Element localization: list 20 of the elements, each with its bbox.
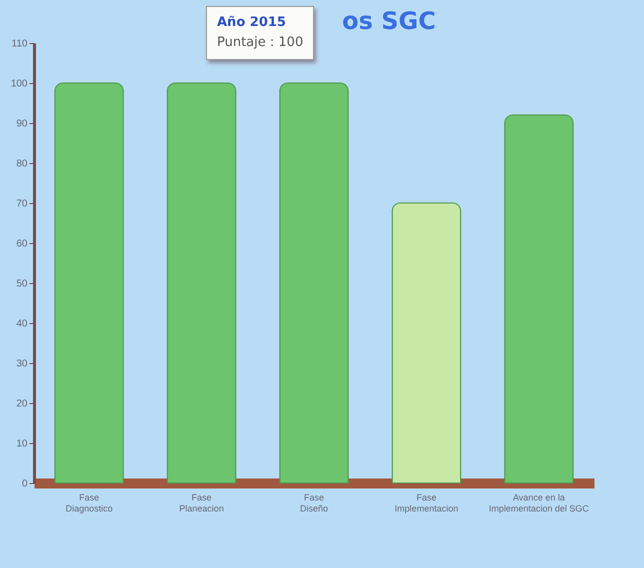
y-tick-label: 20 [16,398,28,410]
y-tick-label: 80 [16,158,28,170]
y-tick-label: 70 [16,198,28,210]
y-tick-label: 40 [16,318,28,330]
x-tick-label: Fase Planeacion [179,492,224,514]
y-tick-label: 0 [22,478,28,490]
y-tick-label: 10 [16,438,28,450]
y-tick-label: 100 [10,78,28,90]
x-tick-label: Avance en la Implementacion del SGC [488,492,590,514]
tooltip-box: Año 2015 Puntaje : 100 [206,6,314,60]
y-tick-label: 50 [16,278,28,290]
x-tick-label: Fase Implementacion [394,492,458,514]
chart-title: os SGC [342,7,436,35]
y-tick-label: 60 [16,238,28,250]
x-tick-label: Fase Diseño [300,492,328,514]
y-tick-label: 30 [16,358,28,370]
y-tick-label: 110 [12,38,28,50]
y-tick-label: 90 [16,118,28,130]
x-tick-label: Fase Diagnostico [66,492,113,514]
annotation: Puntaje : 100 [217,34,304,52]
